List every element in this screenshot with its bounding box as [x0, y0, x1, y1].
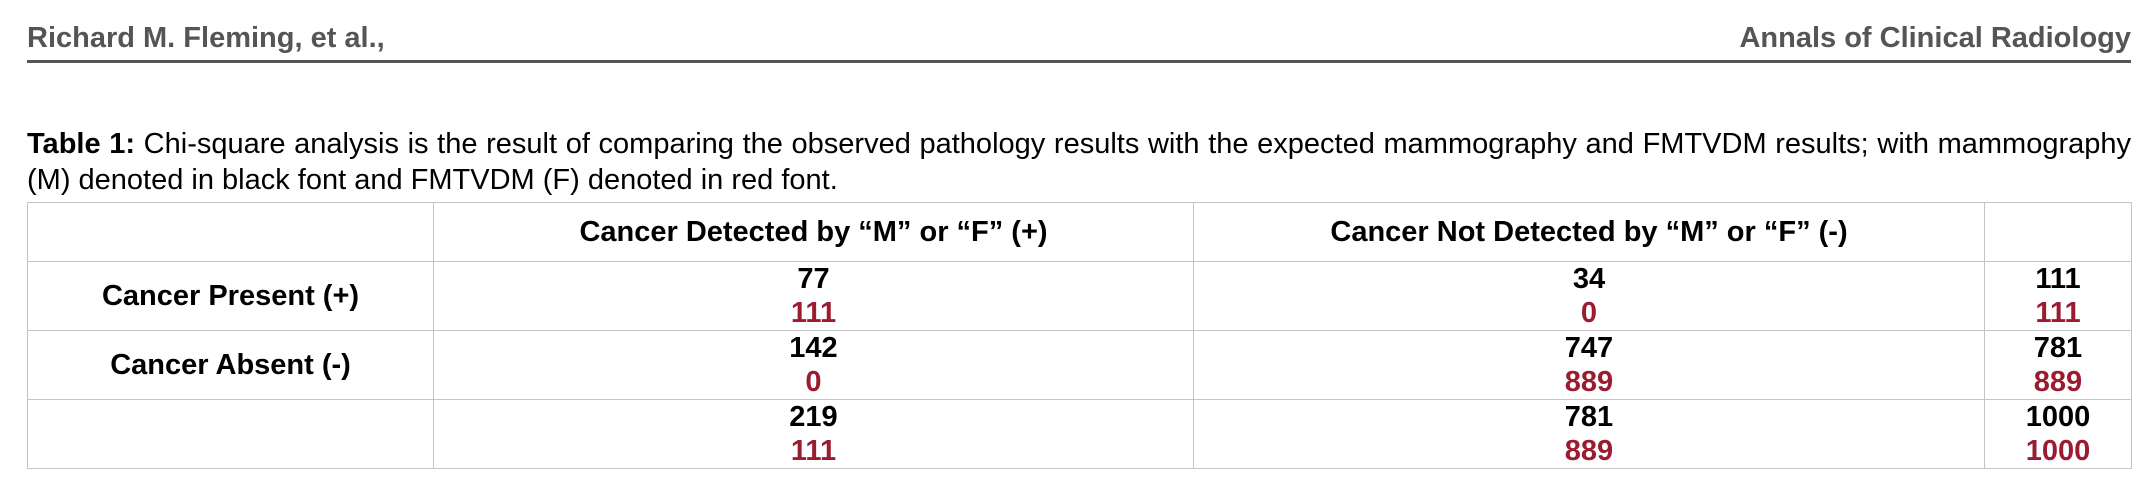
table-row-cancer-absent: Cancer Absent (-) 142 0 747 889 781 889 [27, 330, 2132, 400]
table-cell: 219 111 [433, 399, 1194, 469]
table-cell: 1000 1000 [1984, 399, 2132, 469]
table-cell: 111 111 [1984, 261, 2132, 331]
fmtvdm-value: 111 [790, 435, 837, 467]
table-cell: 34 0 [1193, 261, 1985, 331]
mammography-value: 781 [1564, 401, 1614, 433]
row-label: Cancer Present (+) [27, 261, 434, 331]
fmtvdm-value: 0 [1580, 297, 1598, 329]
table-cell: 747 889 [1193, 330, 1985, 400]
fmtvdm-value: 111 [790, 297, 837, 329]
column-header-not-detected: Cancer Not Detected by “M” or “F” (-) [1193, 202, 1985, 262]
mammography-value: 34 [1572, 263, 1606, 295]
fmtvdm-value: 889 [2033, 366, 2083, 398]
table-row-totals: 219 111 781 889 1000 1000 [27, 399, 2132, 469]
journal-running-head: Annals of Clinical Radiology [1739, 22, 2131, 54]
fmtvdm-value: 1000 [2025, 435, 2091, 467]
page-header: Richard M. Fleming, et al., Annals of Cl… [27, 18, 2131, 63]
mammography-value: 1000 [2025, 401, 2091, 433]
mammography-value: 77 [797, 263, 830, 295]
fmtvdm-value: 889 [1564, 366, 1614, 398]
table-caption: Table 1: Chi-square analysis is the resu… [27, 126, 2131, 198]
fmtvdm-value: 0 [805, 366, 822, 398]
table-header-row: Cancer Detected by “M” or “F” (+) Cancer… [27, 202, 2132, 262]
row-label: Cancer Absent (-) [27, 330, 434, 400]
table-cell: 781 889 [1984, 330, 2132, 400]
column-header-detected: Cancer Detected by “M” or “F” (+) [433, 202, 1194, 262]
chi-square-table: Cancer Detected by “M” or “F” (+) Cancer… [27, 202, 2132, 469]
author-running-head: Richard M. Fleming, et al., [27, 22, 385, 54]
table-cell: 77 111 [433, 261, 1194, 331]
mammography-value: 111 [2035, 263, 2081, 295]
fmtvdm-value: 111 [2035, 297, 2081, 329]
caption-label: Table 1: [27, 128, 136, 160]
column-header-total [1984, 202, 2132, 262]
row-label [27, 399, 434, 469]
fmtvdm-value: 889 [1564, 435, 1614, 467]
mammography-value: 142 [789, 332, 838, 364]
mammography-value: 747 [1564, 332, 1614, 364]
table-cell: 142 0 [433, 330, 1194, 400]
caption-text: Chi-square analysis is the result of com… [27, 128, 2131, 196]
table-cell: 781 889 [1193, 399, 1985, 469]
mammography-value: 219 [789, 401, 838, 433]
table-row-cancer-present: Cancer Present (+) 77 111 34 0 111 111 [27, 261, 2132, 331]
column-header-empty [27, 202, 434, 262]
mammography-value: 781 [2033, 332, 2083, 364]
